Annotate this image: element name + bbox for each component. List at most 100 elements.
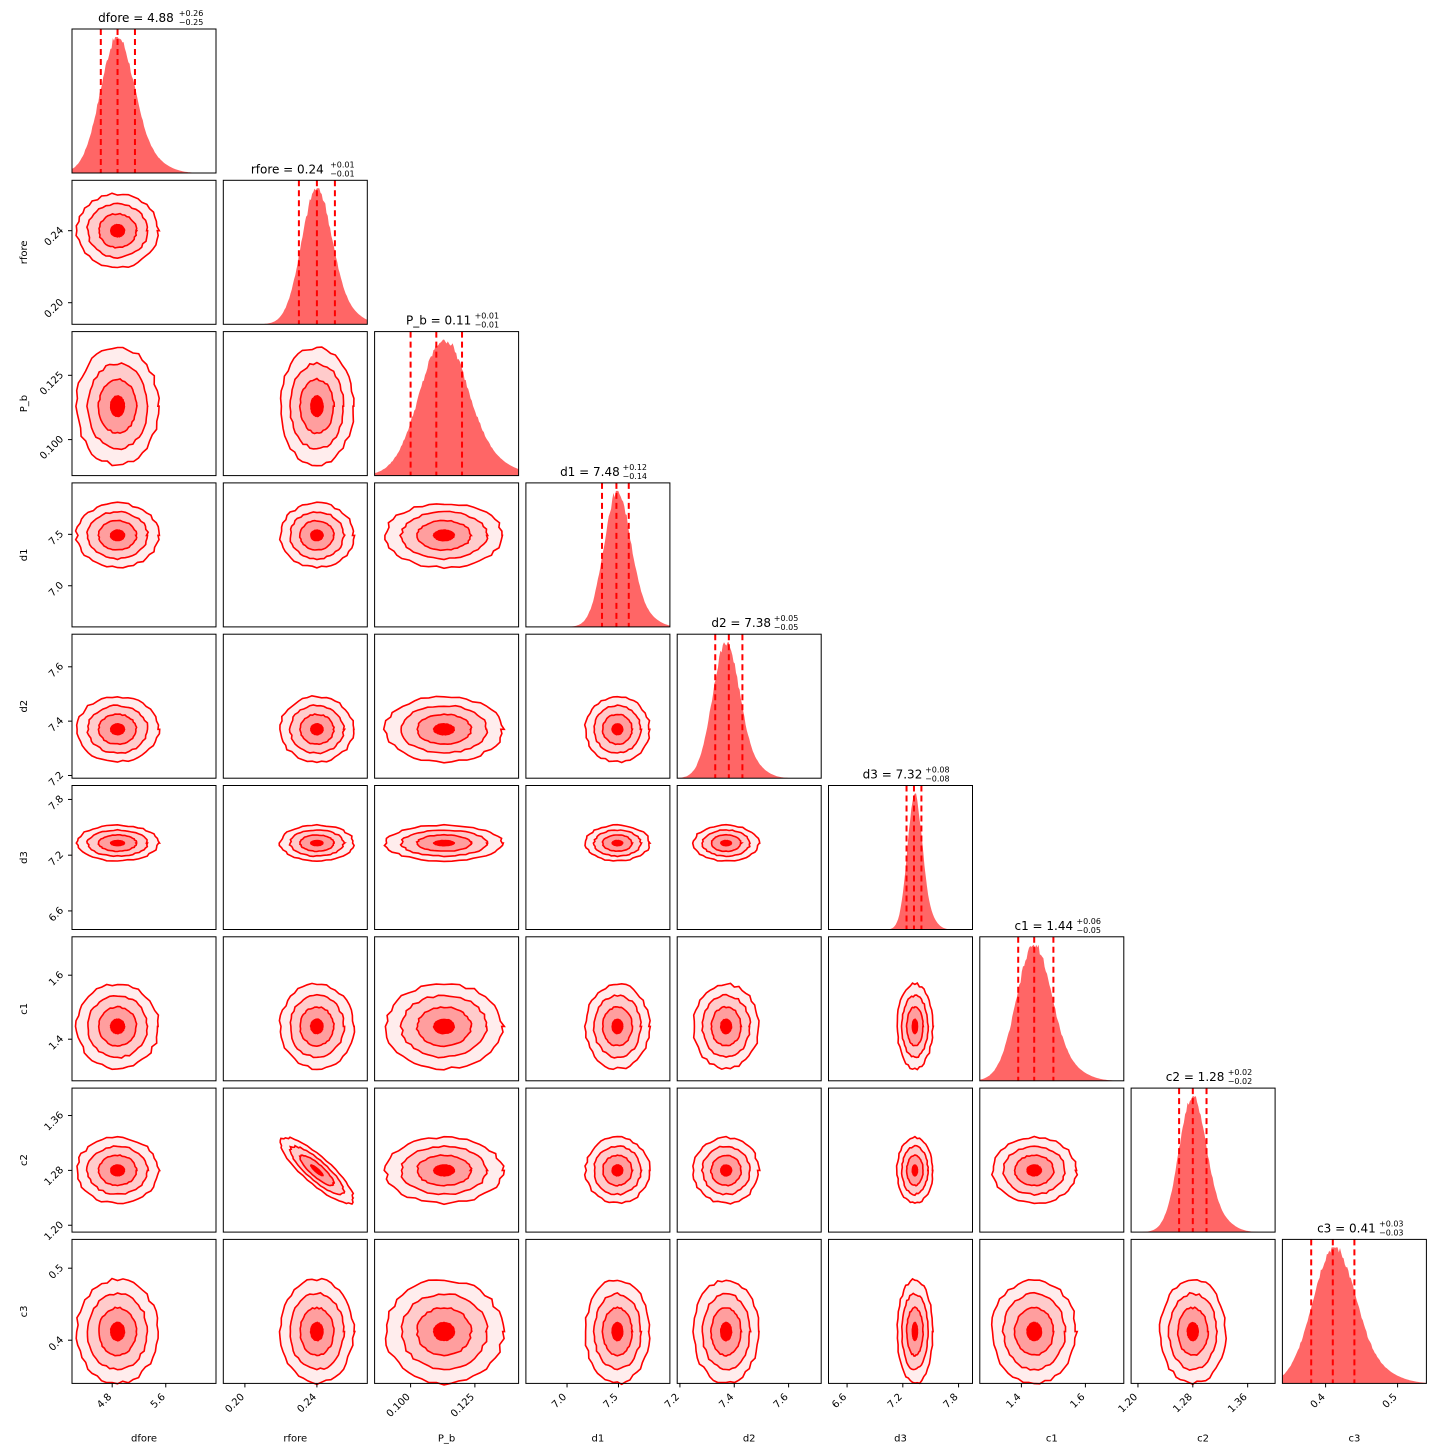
y-tick-label: 7.4 [47,715,66,734]
histogram-fill [1131,1096,1276,1233]
panel-frame [828,936,973,1082]
panel-frame [222,482,368,628]
x-tick-label: 0.5 [1381,1392,1400,1411]
y-tick-label: 0.24 [43,225,67,249]
contour-panel-d3-vs-dfore: 6.6 7.2 7.8 d3 [19,785,217,930]
y-tick-label: 0.4 [47,1335,66,1354]
x-tick-label: 7.0 [550,1392,569,1411]
y-tick-label: 7.8 [47,794,66,813]
contour-level-4 [310,394,324,418]
y-tick-label: 0.20 [43,297,67,321]
contour-panel-p-b-vs-rfore [222,331,368,477]
panel-frame [71,1087,217,1233]
panel-frame [222,1087,368,1233]
histogram-fill [828,793,973,930]
panel-frame [374,1238,520,1384]
panel-frame [525,936,671,1082]
contour-panel-c2-vs-dfore: 1.20 1.28 1.36 c2 [19,1087,217,1244]
contour-level-4 [611,1321,624,1342]
y-tick-label: 1.20 [43,1220,67,1244]
contour-panel-c2-vs-rfore [222,1087,368,1233]
hist-panel-rfore: rfore = 0.24 +0.01−0.01 [222,160,368,325]
y-axis-label: d1 [19,549,30,562]
contour-level-4 [109,395,126,418]
x-axis-label: d1 [592,1433,605,1444]
title-lower-error: −0.01 [475,321,500,330]
title-lower-error: −0.08 [925,775,950,784]
contour-level-4 [611,1164,624,1177]
contour-level-4 [109,839,126,847]
title-upper-error: +0.06 [1076,917,1101,926]
y-axis-label: c2 [19,1154,30,1166]
panel-frame [1130,1087,1276,1233]
panel-title: c2 = 1.28 [1166,1070,1225,1084]
contour-level-4 [309,1164,324,1177]
title-upper-error: +0.08 [925,766,950,775]
contour-panel-c3-vs-d1: 7.0 7.5 d1 [525,1238,671,1444]
x-tick-label: 0.100 [385,1392,413,1420]
panel-frame [374,936,520,1082]
contour-panel-c1-vs-d3 [828,936,973,1082]
contour-panel-c2-vs-c1 [979,1087,1125,1233]
y-tick-label: 1.4 [47,1034,66,1053]
histogram-fill [374,339,519,476]
y-tick-label: 1.28 [43,1165,67,1189]
x-tick-label: 5.6 [149,1392,168,1411]
panel-frame [828,785,973,930]
contour-level-4 [720,1164,733,1177]
panel-frame [222,179,368,325]
contour-panel-c1-vs-d2 [676,936,822,1082]
title-upper-error: +0.26 [179,9,204,18]
y-tick-label: 7.5 [47,529,66,548]
x-tick-label: 7.8 [942,1392,961,1411]
panel-frame [222,785,368,930]
panel-frame [71,1238,217,1384]
contour-panel-c3-vs-p-b: 0.100 0.125 P_b [374,1238,520,1444]
contour-level-4 [309,1321,324,1342]
panel-frame [676,1087,822,1233]
contour-panel-d3-vs-d1 [525,785,671,930]
contour-level-4 [611,1018,624,1035]
contour-panel-rfore-vs-dfore: 0.20 0.24 rfore [19,179,217,325]
contour-level-4 [110,223,126,238]
contour-level-4 [109,723,126,736]
panel-title: P_b = 0.11 [406,314,471,328]
contour-panel-d1-vs-p-b [374,482,520,628]
panel-frame [374,633,520,779]
panel-frame [374,1087,520,1233]
x-tick-label: 0.24 [295,1392,319,1416]
x-axis-label: d3 [894,1433,907,1444]
panel-frame [374,785,520,930]
panel-frame [222,936,368,1082]
hist-panel-dfore: dfore = 4.88 +0.26−0.25 [71,9,217,174]
y-tick-label: 6.6 [47,905,66,924]
contour-panel-d3-vs-rfore [222,785,368,930]
y-tick-label: 7.2 [47,770,66,789]
x-tick-label: 7.6 [772,1392,791,1411]
panel-frame [525,1238,671,1384]
hist-panel-c1: c1 = 1.44 +0.06−0.05 [979,917,1125,1082]
y-axis-label: c3 [19,1305,30,1317]
contour-level-4 [719,1018,733,1035]
x-tick-label: 1.4 [1004,1392,1023,1411]
panel-frame [71,633,217,779]
x-tick-label: 1.28 [1171,1392,1195,1416]
title-lower-error: −0.02 [1228,1077,1253,1086]
contour-level-4 [110,1164,126,1177]
y-tick-label: 7.2 [47,850,66,869]
y-axis-label: P_b [19,395,30,412]
hist-panel-d2: d2 = 7.38 +0.05−0.05 [676,614,822,779]
y-tick-label: 7.6 [47,661,66,680]
title-lower-error: −0.05 [1076,926,1101,935]
panel-frame [676,936,822,1082]
title-upper-error: +0.01 [330,160,355,169]
contour-panel-c3-vs-c1: 1.4 1.6 c1 [979,1238,1125,1444]
histogram-fill [677,642,822,779]
y-tick-label: 1.36 [43,1110,67,1134]
y-tick-label: 0.100 [38,434,66,462]
hist-panel-c2: c2 = 1.28 +0.02−0.02 [1130,1068,1276,1233]
y-axis-label: rfore [19,240,30,264]
title-upper-error: +0.03 [1379,1219,1404,1228]
panel-frame [374,482,520,628]
y-tick-label: 7.0 [47,580,66,599]
